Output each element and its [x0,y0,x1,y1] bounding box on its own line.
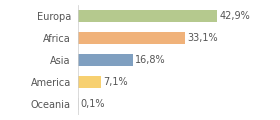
Bar [78,10,217,22]
Text: 7,1%: 7,1% [103,77,128,87]
Text: 33,1%: 33,1% [187,33,218,43]
Bar [78,98,79,110]
Text: 0,1%: 0,1% [81,99,105,109]
Bar [78,76,101,88]
Bar [78,54,133,66]
Bar [78,32,185,44]
Text: 16,8%: 16,8% [135,55,165,65]
Text: 42,9%: 42,9% [219,11,250,21]
